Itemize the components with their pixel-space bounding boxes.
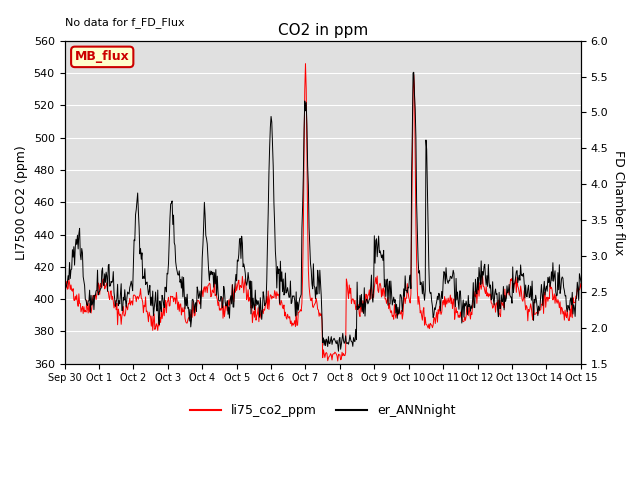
Text: MB_flux: MB_flux (75, 50, 130, 63)
Title: CO2 in ppm: CO2 in ppm (278, 23, 368, 38)
Text: No data for f_FD_Flux: No data for f_FD_Flux (65, 17, 184, 28)
Legend: li75_co2_ppm, er_ANNnight: li75_co2_ppm, er_ANNnight (185, 399, 461, 422)
Y-axis label: LI7500 CO2 (ppm): LI7500 CO2 (ppm) (15, 145, 28, 260)
Y-axis label: FD Chamber flux: FD Chamber flux (612, 150, 625, 255)
